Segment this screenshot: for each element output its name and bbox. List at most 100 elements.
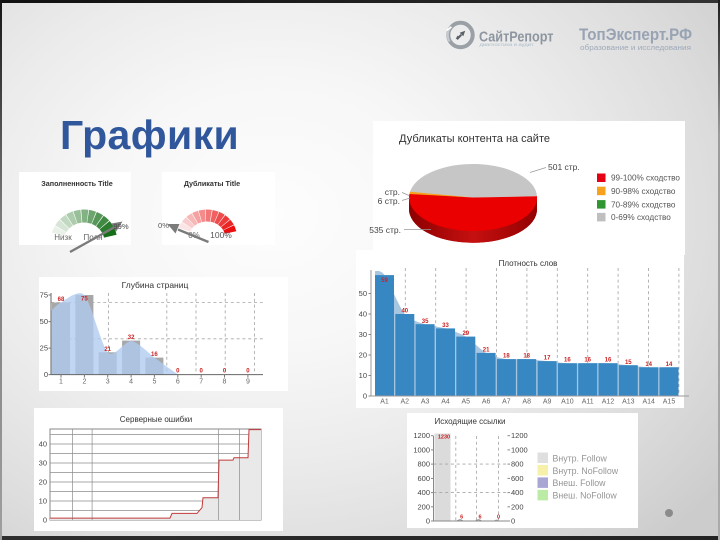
svg-text:40: 40 (359, 310, 367, 319)
svg-text:75: 75 (40, 291, 48, 300)
svg-text:0: 0 (43, 516, 47, 525)
svg-text:1200: 1200 (413, 431, 430, 440)
svg-text:200: 200 (511, 502, 524, 511)
svg-text:A6: A6 (482, 399, 491, 406)
svg-text:68: 68 (58, 297, 65, 303)
svg-text:1230: 1230 (438, 435, 450, 441)
svg-text:20: 20 (39, 478, 47, 487)
svg-text:образование и исследования: образование и исследования (580, 43, 691, 52)
svg-text:9: 9 (246, 379, 250, 386)
svg-text:5: 5 (152, 379, 156, 386)
svg-text:16: 16 (605, 358, 612, 364)
svg-text:600: 600 (417, 474, 430, 483)
svg-text:16: 16 (584, 358, 591, 364)
svg-text:A14: A14 (642, 399, 655, 406)
svg-text:40: 40 (39, 440, 47, 449)
svg-text:диагностика и аудит: диагностика и аудит (480, 42, 535, 47)
svg-text:535 стр.: 535 стр. (369, 225, 401, 235)
svg-text:4: 4 (129, 379, 133, 386)
svg-text:7: 7 (199, 379, 203, 386)
svg-text:40: 40 (401, 309, 408, 315)
svg-text:501 стр.: 501 стр. (548, 162, 580, 172)
svg-text:0: 0 (497, 515, 500, 521)
svg-text:50: 50 (40, 317, 48, 326)
svg-text:400: 400 (511, 488, 524, 497)
svg-text:29: 29 (462, 331, 469, 337)
svg-text:59: 59 (381, 278, 388, 284)
svg-text:A13: A13 (622, 399, 635, 406)
svg-text:A2: A2 (401, 399, 410, 406)
svg-text:32: 32 (128, 335, 135, 341)
svg-text:1000: 1000 (511, 445, 528, 454)
svg-text:30: 30 (359, 330, 367, 339)
svg-text:400: 400 (417, 488, 430, 497)
svg-text:10: 10 (39, 497, 47, 506)
svg-text:СайтРепорт: СайтРепорт (479, 29, 554, 45)
svg-text:ТопЭксперт.РФ: ТопЭксперт.РФ (579, 26, 692, 44)
svg-text:Внутр. Follow: Внутр. Follow (553, 453, 608, 463)
svg-text:1200: 1200 (511, 431, 528, 440)
svg-text:A10: A10 (561, 399, 574, 406)
svg-text:Глубина страниц: Глубина страниц (122, 280, 189, 290)
svg-text:200: 200 (417, 502, 430, 511)
svg-text:600: 600 (511, 474, 524, 483)
svg-text:A9: A9 (543, 399, 552, 406)
svg-text:100%: 100% (210, 230, 232, 240)
svg-text:A12: A12 (602, 399, 615, 406)
svg-text:1: 1 (59, 379, 63, 386)
svg-text:A8: A8 (522, 399, 531, 406)
svg-text:Плотность слов: Плотность слов (499, 259, 558, 268)
svg-text:A3: A3 (421, 399, 430, 406)
svg-text:A7: A7 (502, 399, 511, 406)
svg-text:0: 0 (511, 517, 515, 526)
svg-text:0%: 0% (158, 221, 169, 230)
svg-text:A1: A1 (380, 399, 389, 406)
svg-text:15: 15 (625, 360, 632, 366)
svg-text:6: 6 (478, 515, 481, 521)
svg-text:8: 8 (223, 379, 227, 386)
svg-text:A4: A4 (441, 399, 450, 406)
svg-text:30: 30 (39, 459, 47, 468)
svg-text:стр.: стр. (385, 187, 400, 197)
svg-text:Дубликаты контента на сайте: Дубликаты контента на сайте (399, 133, 550, 145)
svg-text:21: 21 (104, 347, 111, 353)
svg-text:0: 0 (223, 369, 227, 375)
svg-text:75: 75 (81, 297, 88, 303)
svg-text:16: 16 (151, 352, 158, 358)
svg-text:14: 14 (666, 362, 673, 368)
svg-text:Низк: Низк (54, 233, 72, 242)
svg-text:18: 18 (503, 354, 510, 360)
svg-text:50: 50 (359, 289, 367, 298)
svg-text:99%: 99% (113, 222, 128, 231)
svg-text:0: 0 (44, 370, 48, 379)
svg-text:0-69% сходство: 0-69% сходство (611, 213, 671, 222)
svg-text:Полн: Полн (83, 233, 102, 242)
svg-text:Внутр. NoFollow: Внутр. NoFollow (553, 466, 619, 476)
svg-text:16: 16 (564, 358, 571, 364)
svg-text:0: 0 (426, 517, 430, 526)
svg-text:A15: A15 (663, 399, 676, 406)
svg-text:14: 14 (645, 362, 652, 368)
svg-text:A11: A11 (582, 399, 594, 406)
svg-text:Внеш. NoFollow: Внеш. NoFollow (553, 491, 618, 501)
svg-text:21: 21 (483, 347, 490, 353)
svg-text:6: 6 (176, 379, 180, 386)
svg-text:18: 18 (523, 354, 530, 360)
svg-text:800: 800 (417, 460, 430, 469)
svg-text:10: 10 (359, 371, 367, 380)
svg-text:Дубликаты Title: Дубликаты Title (184, 179, 240, 188)
svg-text:6: 6 (460, 515, 463, 521)
svg-text:70-89% сходство: 70-89% сходство (611, 200, 676, 209)
svg-text:3: 3 (106, 379, 110, 386)
svg-text:Исходящие ссылки: Исходящие ссылки (434, 417, 505, 426)
svg-text:1000: 1000 (413, 445, 430, 454)
svg-text:A5: A5 (462, 399, 471, 406)
svg-text:25: 25 (40, 344, 48, 353)
svg-text:2: 2 (82, 379, 86, 386)
svg-text:Серверные ошибки: Серверные ошибки (120, 415, 192, 424)
svg-text:99-100% сходство: 99-100% сходство (611, 174, 680, 183)
svg-text:0: 0 (200, 369, 204, 375)
svg-text:Внеш. Follow: Внеш. Follow (553, 478, 607, 488)
svg-text:20: 20 (359, 351, 367, 360)
svg-text:0: 0 (363, 392, 367, 401)
